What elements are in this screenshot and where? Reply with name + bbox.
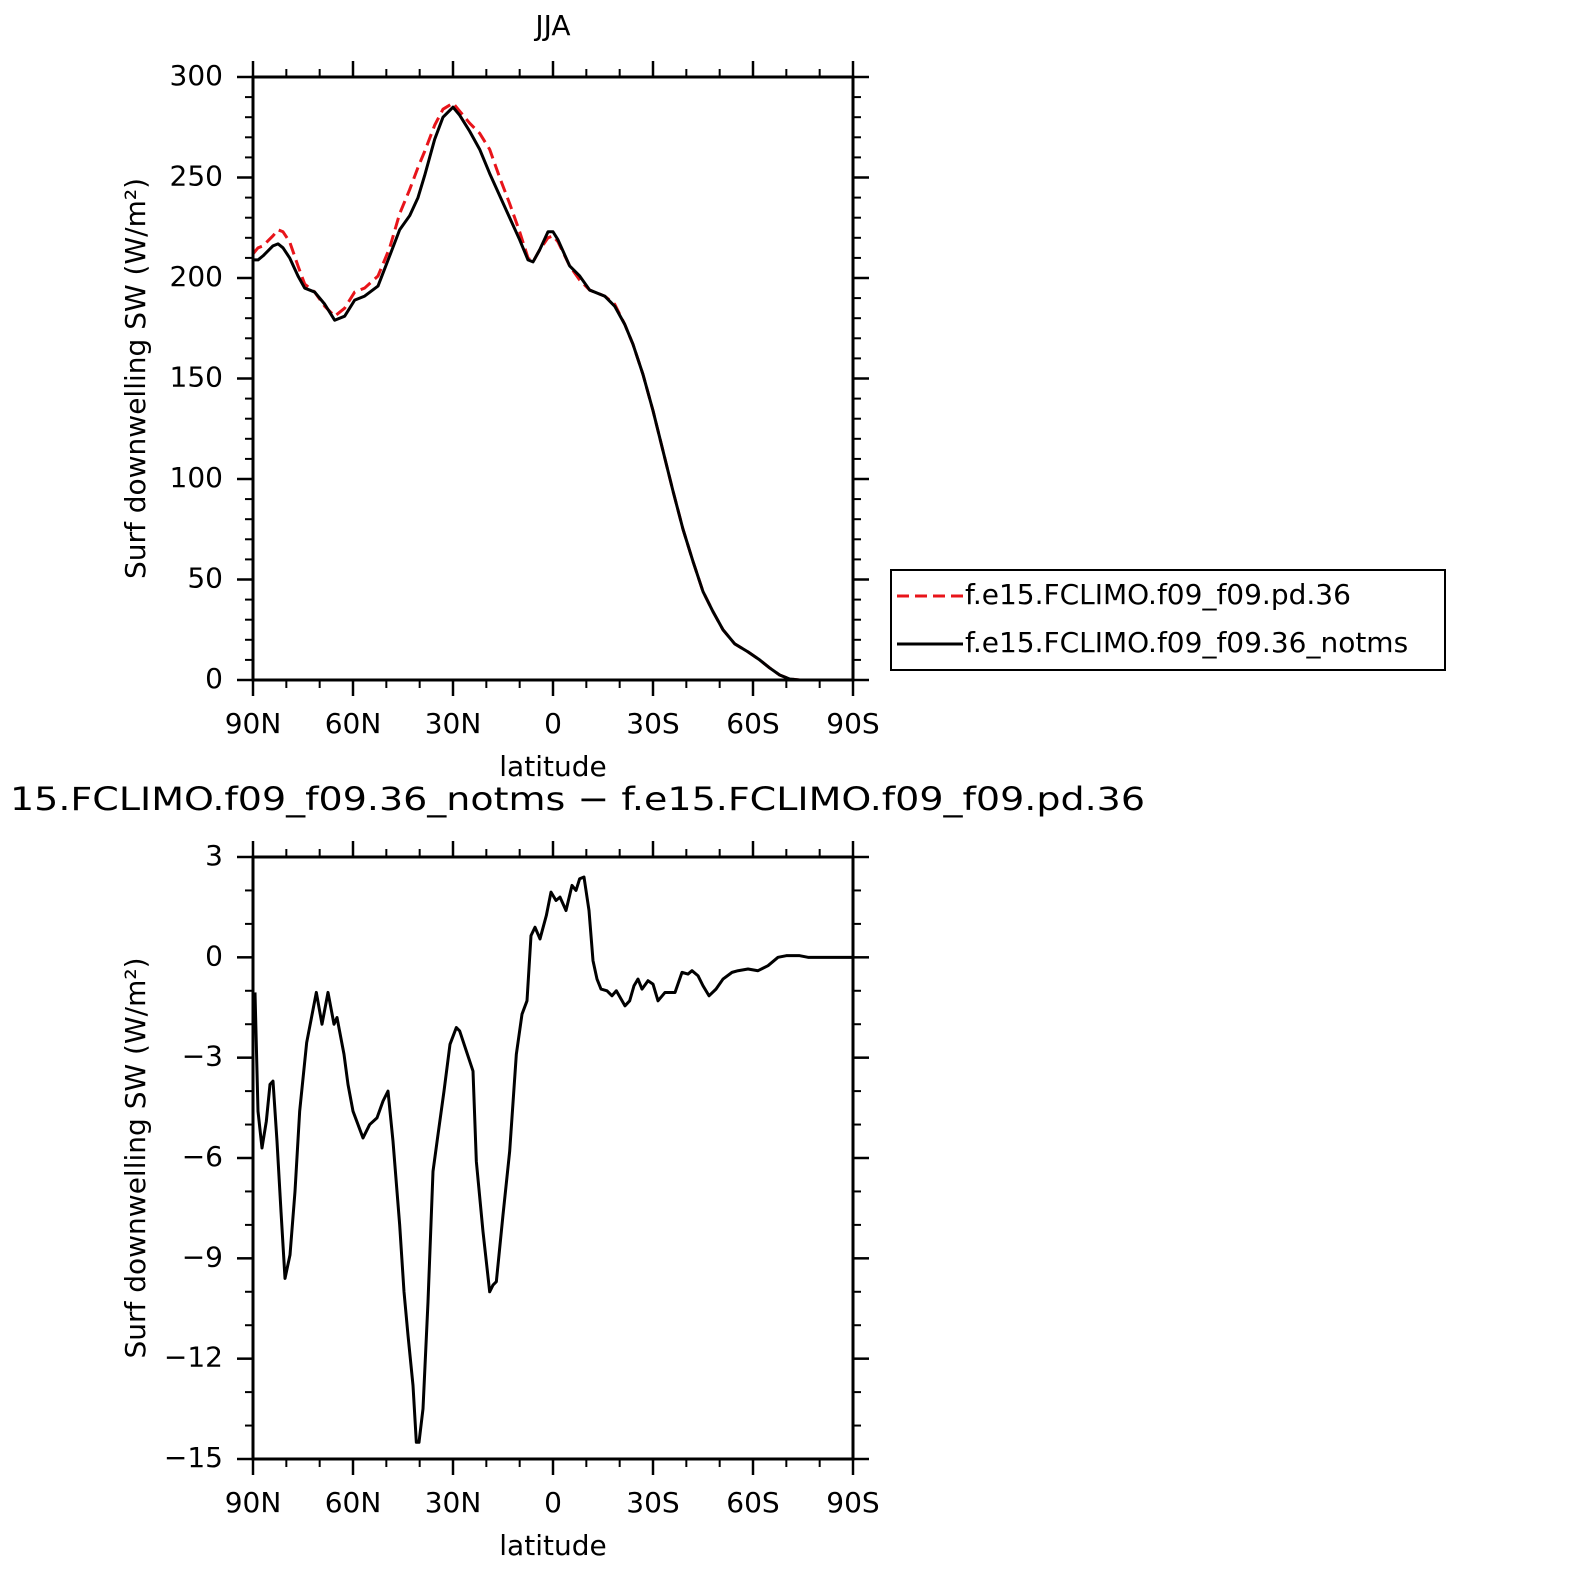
x-tick-label: 30N [425, 1486, 482, 1519]
x-tick-label: 30S [626, 707, 679, 740]
y-tick-label: 3 [205, 839, 223, 872]
x-tick-label: 60N [325, 1486, 382, 1519]
data-line [253, 105, 853, 682]
x-tick-label: 90N [225, 707, 282, 740]
x-axis-label: latitude [499, 750, 606, 783]
legend-box [890, 569, 1446, 671]
x-tick-label: 60N [325, 707, 382, 740]
y-tick-label: −12 [164, 1341, 223, 1374]
x-tick-label: 90S [826, 707, 879, 740]
y-tick-label: 0 [205, 662, 223, 695]
y-tick-label: −9 [182, 1240, 223, 1273]
x-tick-label: 0 [544, 707, 562, 740]
data-line [251, 101, 853, 682]
data-line [253, 875, 853, 1444]
x-tick-label: 30N [425, 707, 482, 740]
chart-title: JJA [533, 9, 570, 42]
x-tick-label: 90S [826, 1486, 879, 1519]
x-tick-label: 60S [726, 707, 779, 740]
legend-label: f.e15.FCLIMO.f09_f09.36_notms [965, 626, 1408, 659]
y-axis-label: Surf downwelling SW (W/m²) [119, 957, 152, 1358]
y-tick-label: 100 [170, 461, 223, 494]
y-tick-label: 0 [205, 939, 223, 972]
y-tick-label: −3 [182, 1040, 223, 1073]
chart-title: 15.FCLIMO.f09_f09.36_notms − f.e15.FCLIM… [10, 780, 1145, 818]
y-tick-label: 200 [170, 260, 223, 293]
x-tick-label: 30S [626, 1486, 679, 1519]
x-tick-label: 0 [544, 1486, 562, 1519]
y-tick-label: 300 [170, 59, 223, 92]
plot-frame [251, 855, 855, 1461]
y-axis-label: Surf downwelling SW (W/m²) [119, 178, 152, 579]
x-tick-label: 90N [225, 1486, 282, 1519]
plot-frame [251, 75, 855, 682]
y-tick-label: 50 [187, 562, 223, 595]
y-tick-label: 150 [170, 361, 223, 394]
y-tick-label: −15 [164, 1441, 223, 1474]
y-tick-label: 250 [170, 160, 223, 193]
x-tick-label: 60S [726, 1486, 779, 1519]
y-tick-label: −6 [182, 1140, 223, 1173]
legend-label: f.e15.FCLIMO.f09_f09.pd.36 [965, 578, 1351, 611]
x-axis-label: latitude [499, 1529, 606, 1562]
